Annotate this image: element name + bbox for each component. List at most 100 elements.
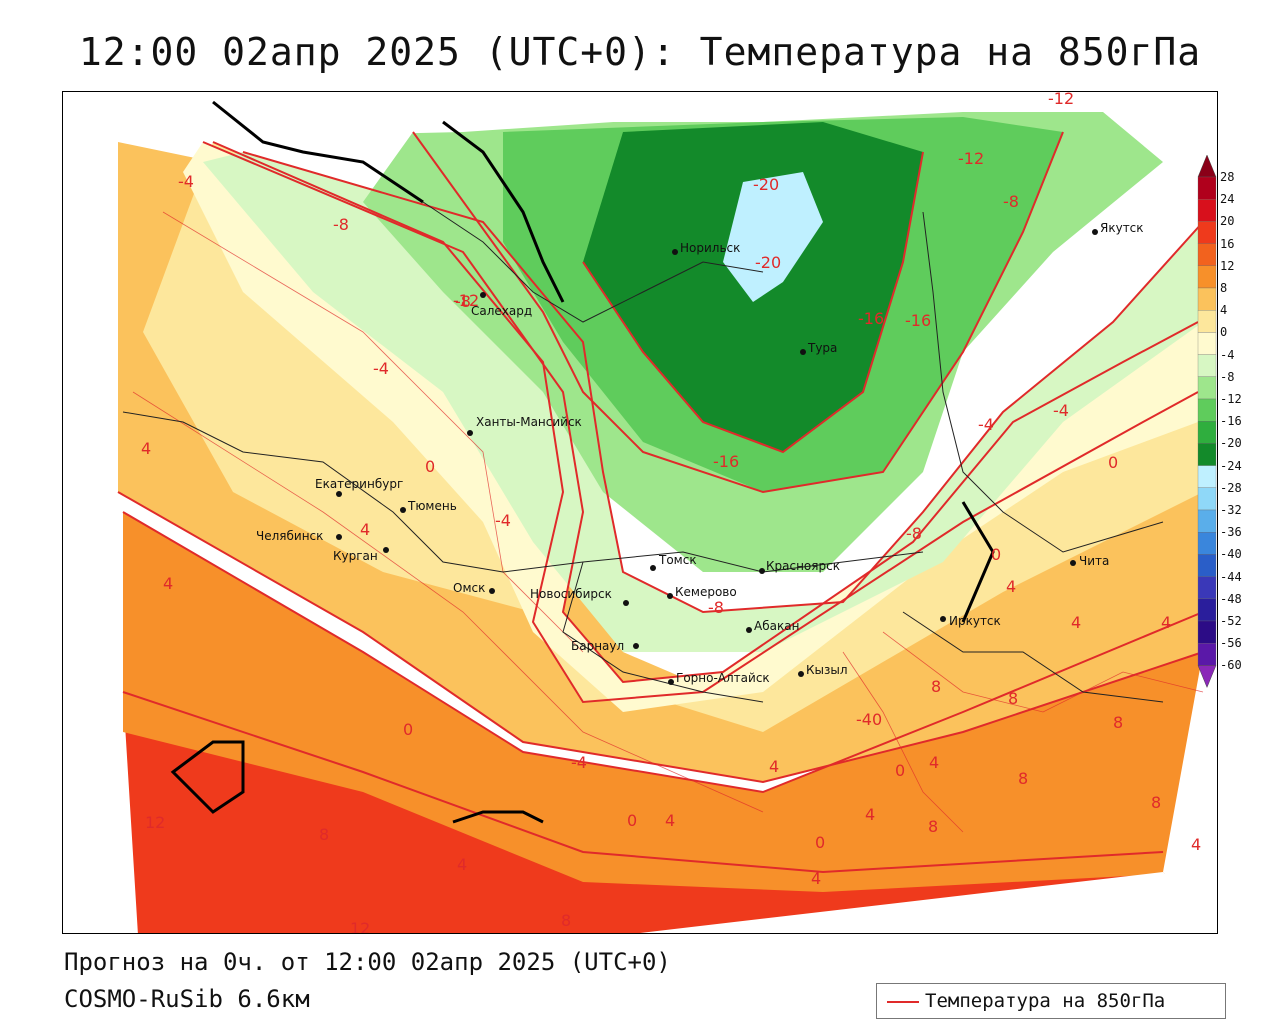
svg-text:Екатеринбург: Екатеринбург xyxy=(315,477,403,491)
city-irkutsk: Иркутск xyxy=(940,614,1001,628)
colorbar-level-label: -48 xyxy=(1220,591,1242,606)
svg-text:Кемерово: Кемерово xyxy=(675,585,737,599)
colorbar-swatch xyxy=(1197,310,1217,333)
isotherm-label: 8 xyxy=(561,911,571,930)
colorbar-swatch xyxy=(1197,376,1217,400)
city-markers: Салехард Норильск Тура Якутск Ханты-Манс… xyxy=(256,221,1144,685)
isotherm-label: 12 xyxy=(350,919,370,934)
colorbar-swatch xyxy=(1197,532,1217,555)
isotherm-label: -12 xyxy=(1048,92,1074,108)
city-chelyabinsk: Челябинск xyxy=(256,529,342,543)
isotherm-label: 4 xyxy=(360,520,370,539)
domain-mask-top xyxy=(63,92,1217,142)
isotherm-label: 8 xyxy=(1018,769,1028,788)
isotherm-label: 4 xyxy=(457,855,467,874)
isotherm-label: 0 xyxy=(425,457,435,476)
isotherm-label: 0 xyxy=(627,811,637,830)
colorbar-level-label: -16 xyxy=(1220,414,1242,429)
isotherm-label: -12 xyxy=(958,149,984,168)
colorbar-swatch xyxy=(1197,421,1217,444)
isotherm-label: -4 xyxy=(495,511,511,530)
city-barnaul: Барнаул xyxy=(571,639,639,653)
isotherm-label: 0 xyxy=(815,833,825,852)
colorbar-level-label: -56 xyxy=(1220,636,1242,651)
isotherm-label: 8 xyxy=(1008,689,1018,708)
colorbar-level-label: -12 xyxy=(1220,392,1242,406)
city-abakan: Абакан xyxy=(746,619,799,633)
city-tura: Тура xyxy=(800,341,837,355)
city-tyumen: Тюмень xyxy=(400,499,457,513)
colorbar: 28 24 20 16 12 8 4 0 -4 -8 -12 -16 -20 -24 -28 -32 -36 -4… xyxy=(1196,154,1266,695)
isotherm-label: -12 xyxy=(453,291,479,310)
svg-text:Чита: Чита xyxy=(1079,554,1109,568)
isotherm-label: -8 xyxy=(333,215,349,234)
isotherm-label: -4 xyxy=(373,359,389,378)
isotherm-label: 4 xyxy=(1161,613,1171,632)
colorbar-swatch xyxy=(1197,199,1217,222)
isotherm-label: 4 xyxy=(865,805,875,824)
colorbar-level-label: -28 xyxy=(1220,480,1242,495)
isotherm-label: 0 xyxy=(1108,453,1118,472)
svg-text:Тюмень: Тюмень xyxy=(407,499,457,513)
isotherm-label: 0 xyxy=(895,761,905,780)
city-tomsk: Томск xyxy=(650,553,697,571)
svg-text:Горно-Алтайск: Горно-Алтайск xyxy=(676,671,770,685)
city-novosibirsk: Новосибирск xyxy=(530,587,629,606)
city-chita: Чита xyxy=(1070,554,1109,568)
colorbar-swatch xyxy=(1197,643,1217,666)
colorbar-swatch xyxy=(1197,487,1217,511)
colorbar-swatch xyxy=(1197,176,1217,200)
isotherm-labels: -12 -12 -8 -20 -20 -8 -4 -4 -16 -16 -4 -… xyxy=(141,92,1201,934)
model-info: COSMO-RuSib 6.6км xyxy=(64,985,310,1013)
svg-text:Якутск: Якутск xyxy=(1100,221,1144,235)
city-gorno-altaysk: Горно-Алтайск xyxy=(668,671,770,685)
svg-text:Красноярск: Красноярск xyxy=(766,559,840,573)
city-kurgan: Курган xyxy=(333,547,389,563)
svg-text:Салехард: Салехард xyxy=(471,304,532,318)
colorbar-level-label: -44 xyxy=(1220,569,1242,584)
colorbar-top-cap xyxy=(1197,154,1217,178)
colorbar-level-label: -52 xyxy=(1220,614,1242,628)
isotherm-label: -16 xyxy=(905,311,931,330)
isotherm-label: 4 xyxy=(1071,613,1081,632)
isotherm-label: -4 xyxy=(178,172,194,191)
svg-text:Абакан: Абакан xyxy=(754,619,799,633)
colorbar-swatch xyxy=(1197,509,1217,533)
colorbar-swatch xyxy=(1197,287,1217,311)
colorbar-level-label: 4 xyxy=(1220,303,1228,318)
colorbar-level-label: -4 xyxy=(1220,347,1235,362)
isotherm-label: 8 xyxy=(1113,713,1123,732)
colorbar-swatch xyxy=(1197,576,1217,599)
isotherm-label: -20 xyxy=(753,175,779,194)
map-title: 12:00 02апр 2025 (UTC+0): Температура на… xyxy=(78,30,1202,74)
svg-text:Иркутск: Иркутск xyxy=(949,614,1001,628)
colorbar-level-label: 8 xyxy=(1220,281,1228,295)
svg-text:Барнаул: Барнаул xyxy=(571,639,624,653)
field-warm-8 xyxy=(123,512,1203,892)
isotherm-label: 4 xyxy=(769,757,779,776)
isotherm-label: -8 xyxy=(455,292,471,311)
city-omsk: Омск xyxy=(453,581,495,595)
coastline xyxy=(170,100,995,824)
legend-label: Температура на 850гПа xyxy=(925,990,1166,1012)
colorbar-swatch xyxy=(1197,620,1217,644)
isotherm-label: 0 xyxy=(991,545,1001,564)
legend-line-swatch xyxy=(887,1001,919,1003)
colorbar-swatch xyxy=(1197,265,1217,289)
isotherm-label: 4 xyxy=(665,811,675,830)
colorbar-level-label: 12 xyxy=(1220,258,1235,273)
svg-text:Курган: Курган xyxy=(333,549,378,563)
domain-mask-bottom xyxy=(640,872,1217,933)
colorbar-level-label: 16 xyxy=(1220,236,1235,251)
city-krasnoyarsk: Красноярск xyxy=(759,559,840,574)
isotherm-label: 8 xyxy=(928,817,938,836)
svg-text:Тура: Тура xyxy=(807,341,837,355)
colorbar-level-label: 28 xyxy=(1220,170,1235,184)
city-kemerovo: Кемерово xyxy=(667,585,737,599)
isotherm-lines-minor xyxy=(132,211,1204,833)
colorbar-level-label: -24 xyxy=(1220,458,1242,473)
isotherm-label: -4 xyxy=(978,415,994,434)
city-yakutsk: Якутск xyxy=(1092,221,1144,235)
colorbar-swatch xyxy=(1197,598,1217,622)
colorbar-level-label: -32 xyxy=(1220,503,1242,517)
